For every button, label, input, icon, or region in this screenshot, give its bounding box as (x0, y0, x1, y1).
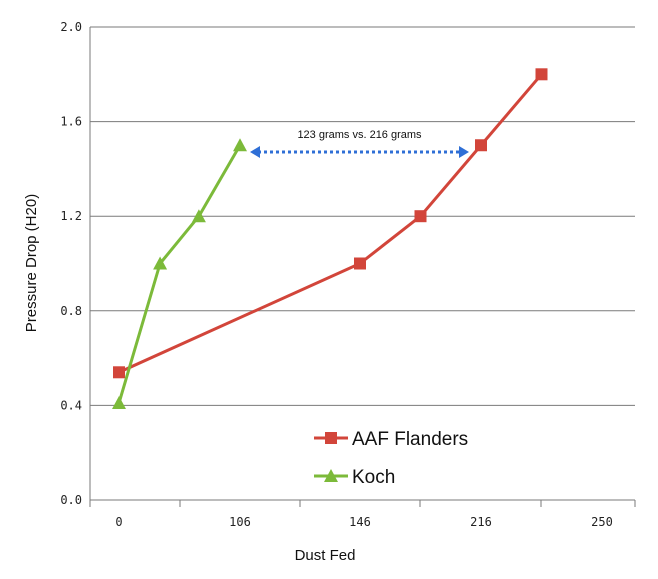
x-tick-label: 146 (349, 515, 371, 529)
data-point-aaf-flanders (113, 366, 125, 379)
data-point-aaf-flanders (354, 257, 366, 270)
x-tick-label: 250 (591, 515, 613, 529)
y-tick-label: 0.0 (60, 493, 82, 507)
legend-item-aaf-flanders: AAF Flanders (314, 429, 468, 450)
data-point-aaf-flanders (475, 139, 487, 152)
annotation-arrowhead-right (459, 145, 469, 158)
legend-label-koch: Koch (352, 467, 395, 488)
data-point-koch (233, 138, 247, 152)
y-tick-label: 1.6 (60, 115, 82, 129)
data-point-aaf-flanders (535, 68, 548, 81)
annotation-arrowhead-left (250, 145, 260, 158)
legend: AAF Flanders Koch (314, 429, 468, 488)
x-tick-label: 0 (115, 515, 122, 529)
y-axis-label: Pressure Drop (H20) (23, 194, 40, 332)
x-tick-label: 106 (229, 515, 251, 529)
x-axis-label: Dust Fed (295, 547, 356, 564)
legend-marker-aaf-flanders (325, 432, 337, 444)
grid-layer (90, 26, 635, 501)
annotation-label: 123 grams vs. 216 grams (297, 129, 422, 141)
axis-layer: 0.0 0.4 0.8 1.2 1.6 2.0 0 106 146 216 250 (60, 20, 636, 529)
data-point-koch (112, 396, 126, 410)
y-tick-label: 0.8 (60, 304, 82, 318)
legend-item-koch: Koch (314, 467, 395, 488)
series-line-koch (117, 144, 242, 404)
annotation-layer: 123 grams vs. 216 grams (250, 129, 469, 158)
data-point-koch (153, 256, 168, 270)
legend-marker-koch (324, 469, 338, 482)
x-tick-label: 216 (470, 515, 492, 529)
data-point-aaf-flanders (414, 210, 427, 223)
data-point-koch (191, 209, 206, 223)
y-tick-label: 1.2 (60, 209, 82, 223)
legend-label-aaf-flanders: AAF Flanders (352, 429, 468, 450)
series-layer (112, 68, 548, 410)
y-tick-label: 0.4 (60, 398, 82, 412)
y-tick-label: 2.0 (60, 20, 82, 34)
